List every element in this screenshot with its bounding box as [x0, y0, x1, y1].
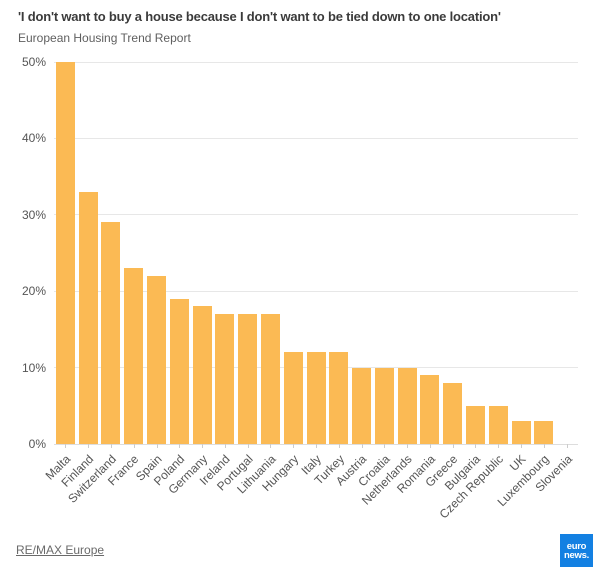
chart-bar: [511, 421, 531, 444]
source-link[interactable]: RE/MAX Europe: [16, 543, 105, 557]
x-axis-tick: [133, 444, 135, 448]
x-axis-tick: [566, 444, 568, 448]
x-axis-tick: [270, 444, 272, 448]
chart-bar: [534, 421, 554, 444]
chart-bar: [101, 222, 121, 444]
x-axis-tick: [224, 444, 226, 448]
chart-bar: [169, 298, 189, 444]
chart-title: 'I don't want to buy a house because I d…: [18, 9, 501, 24]
x-axis-tick: [65, 444, 67, 448]
chart-bar: [215, 314, 235, 444]
x-axis-tick: [179, 444, 181, 448]
chart-bar: [78, 191, 98, 444]
x-axis-tick: [293, 444, 295, 448]
chart-bar: [488, 405, 508, 444]
y-axis-tick-label: 0%: [28, 437, 46, 451]
chart-bar: [238, 314, 258, 444]
chart-bar: [260, 314, 280, 444]
chart-bar: [420, 375, 440, 444]
chart-bar: [352, 367, 372, 444]
x-axis-tick: [202, 444, 204, 448]
x-axis-tick: [338, 444, 340, 448]
chart-bar: [283, 352, 303, 444]
euronews-logo-line2: news.: [564, 549, 589, 561]
plot-area: 0% 10% 20% 30% 40% 50% Malta Finland Switzerland…: [22, 55, 578, 521]
x-axis-tick: [384, 444, 386, 448]
chart-bar: [147, 275, 167, 444]
chart-bar: [306, 352, 326, 444]
gridline: [54, 137, 578, 139]
chart-bar: [192, 306, 212, 444]
x-axis-tick: [88, 444, 90, 448]
chart-bar: [397, 367, 417, 444]
euronews-logo: euro news.: [560, 534, 593, 567]
y-axis-tick-label: 10%: [21, 360, 46, 375]
x-axis-tick: [316, 444, 317, 448]
chart-subtitle: European Housing Trend Report: [18, 31, 191, 45]
y-axis-tick-label: 20%: [21, 284, 46, 299]
chart-bar: [465, 405, 485, 444]
x-axis-tick: [521, 444, 523, 448]
gridline: [54, 290, 578, 292]
chart-bar: [374, 367, 394, 444]
y-axis-tick-label: 50%: [21, 55, 46, 69]
x-axis-tick: [110, 444, 112, 448]
gridline: [54, 61, 578, 63]
x-axis-tick: [247, 444, 249, 448]
chart-bar: [443, 382, 463, 444]
chart-bar: [55, 62, 75, 444]
euronews-logo-line1: euro: [566, 540, 587, 552]
x-axis-tick: [361, 444, 363, 448]
gridline: [54, 214, 578, 216]
x-axis-tick: [475, 444, 477, 448]
y-axis-tick-label: 30%: [21, 207, 46, 222]
x-axis-tick: [543, 444, 545, 448]
chart-bar: [124, 268, 144, 444]
x-axis-tick: [452, 444, 454, 448]
x-axis-tick: [429, 444, 431, 448]
x-axis-tick: [498, 444, 500, 448]
x-axis-tick: [407, 444, 409, 448]
chart-bar: [329, 352, 349, 444]
x-axis-tick: [156, 444, 158, 448]
y-axis-tick-label: 40%: [21, 131, 46, 146]
